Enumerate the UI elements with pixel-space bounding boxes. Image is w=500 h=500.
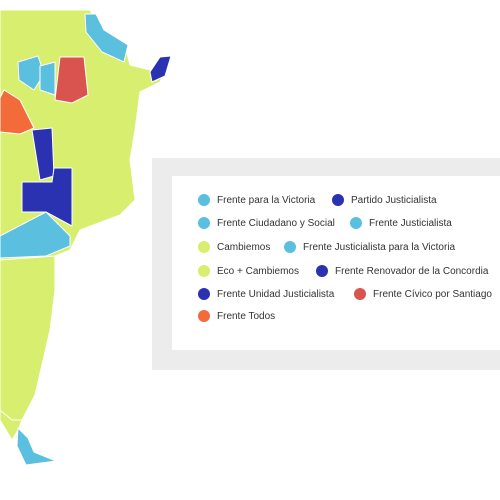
legend-label: Eco + Cambiemos — [217, 265, 299, 277]
legend-item: Partido Justicialista — [332, 193, 437, 207]
legend-label: Frente Justicialista — [369, 217, 452, 229]
region — [0, 211, 71, 259]
region — [0, 89, 35, 135]
legend-swatch — [354, 288, 366, 300]
legend-swatch — [198, 241, 210, 253]
legend-swatch — [332, 194, 344, 206]
legend-label: Frente Unidad Justicialista — [217, 288, 335, 300]
legend-frame: Frente para la Victoria Partido Justicial… — [152, 158, 500, 370]
legend-item: Frente Cívico por Santiago — [354, 287, 492, 301]
legend-item: Frente Justicialista para la Victoria — [284, 240, 455, 254]
legend-item: Eco + Cambiemos — [198, 264, 299, 278]
legend-label: Frente Cívico por Santiago — [373, 288, 492, 300]
legend-label: Cambiemos — [217, 241, 271, 253]
legend-label: Frente para la Victoria — [217, 194, 316, 206]
legend-item: Frente Unidad Justicialista — [198, 287, 334, 301]
region — [16, 427, 57, 466]
region — [0, 255, 56, 421]
legend-item: Frente Renovador de la Concordia — [316, 264, 488, 278]
legend-item: Frente Ciudadano y Social — [198, 216, 335, 230]
region — [84, 13, 129, 63]
region — [39, 61, 56, 96]
legend-swatch — [198, 310, 210, 322]
region — [17, 55, 45, 91]
region — [149, 55, 172, 83]
legend-label: Frente Ciudadano y Social — [217, 217, 335, 229]
legend-swatch — [198, 265, 210, 277]
legend-item: Frente Justicialista — [350, 216, 452, 230]
legend-swatch — [198, 194, 210, 206]
legend-label: Partido Justicialista — [351, 194, 437, 206]
legend-swatch — [350, 217, 362, 229]
legend-swatch — [198, 217, 210, 229]
map — [0, 9, 172, 466]
legend-item: Frente para la Victoria — [198, 193, 315, 207]
legend-swatch — [284, 241, 296, 253]
legend-swatch — [316, 265, 328, 277]
legend-label: Frente Todos — [217, 310, 276, 322]
region — [54, 56, 89, 104]
legend-label: Frente Justicialista para la Victoria — [303, 241, 456, 253]
legend: Frente para la Victoria Partido Justicial… — [172, 176, 500, 350]
legend-swatch — [198, 288, 210, 300]
legend-label: Frente Renovador de la Concordia — [335, 265, 489, 277]
legend-item: Cambiemos — [198, 240, 270, 254]
legend-item: Frente Todos — [198, 309, 275, 323]
region — [21, 167, 73, 227]
